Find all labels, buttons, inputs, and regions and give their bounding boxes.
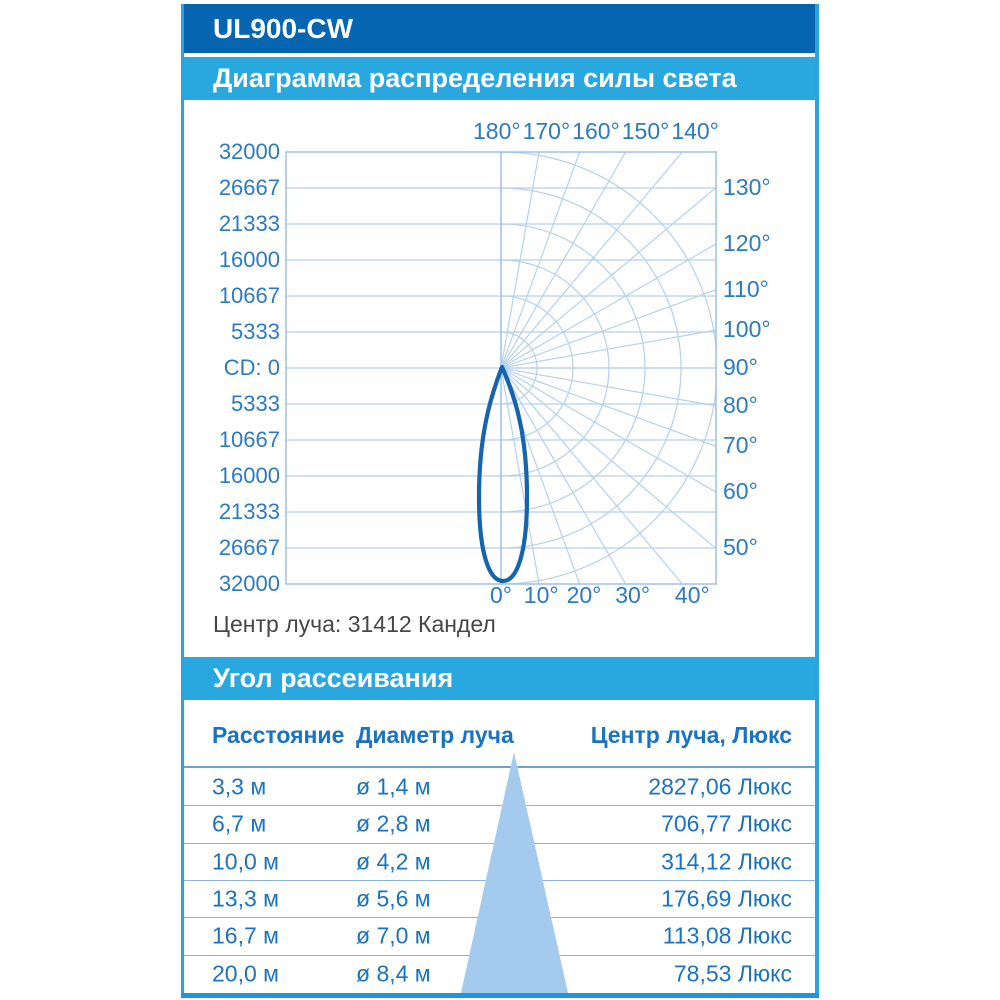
gridline-radial [501, 367, 627, 584]
left-axis-label: 21333 [218, 499, 280, 524]
lux-cell: 113,08 Люкс [662, 922, 792, 949]
chart-title-bar: Диаграмма распределения силы света [184, 57, 815, 100]
diameter-cell: ø 1,4 м [356, 773, 431, 800]
left-axis-label: 5333 [231, 391, 280, 416]
top-angle-labels: 180° 170° 160° 150° 140° [473, 118, 719, 144]
diameter-cell: ø 4,2 м [356, 848, 431, 875]
panel-border-bottom [181, 993, 819, 998]
lux-cell: 78,53 Люкс [673, 960, 792, 987]
bottom-angle-label: 10° [523, 582, 559, 608]
lux-cell: 706,77 Люкс [661, 810, 792, 837]
gridline-radial [501, 243, 716, 369]
top-angle-label: 180° [473, 118, 521, 144]
gridline-radial [501, 152, 581, 369]
distance-cell: 20,0 м [212, 960, 279, 987]
top-angle-label: 150° [621, 118, 670, 144]
beam-angle-section-bar: Угол рассеивания [184, 657, 815, 700]
lux-cell: 2827,06 Люкс [648, 773, 792, 800]
right-angle-label: 50° [723, 534, 758, 561]
gridline-radial [501, 367, 716, 549]
bottom-angle-label: 20° [566, 582, 602, 608]
right-angle-label: 120° [723, 229, 771, 256]
left-axis-label: 32000 [218, 571, 280, 596]
left-axis-label: 32000 [218, 139, 280, 164]
gridline-arc [501, 295, 574, 441]
right-angle-label: 100° [723, 316, 771, 343]
product-title: UL900-CW [213, 12, 354, 44]
cone-shape [461, 752, 568, 993]
beam-angle-section-title: Угол рассеивания [213, 663, 454, 693]
left-axis-label: 21333 [218, 211, 280, 236]
diameter-cell: ø 2,8 м [356, 810, 431, 837]
panel-border-left [181, 4, 184, 998]
bottom-angle-label: 0° [490, 582, 512, 608]
right-angle-label: 80° [723, 391, 758, 418]
bottom-angle-label: 40° [674, 582, 710, 608]
column-header-diameter: Диаметр луча [356, 722, 514, 748]
product-title-bar: UL900-CW [184, 4, 815, 53]
left-axis-label: 10667 [218, 427, 280, 452]
gridline-arc [501, 259, 610, 477]
bottom-angle-label: 30° [615, 582, 651, 608]
gridline-radial [501, 187, 716, 369]
diameter-cell: ø 8,4 м [356, 960, 431, 987]
diameter-cell: ø 7,0 м [356, 922, 431, 949]
beam-center-caption: Центр луча: 31412 Кандел [213, 611, 496, 637]
gridline-radial [501, 289, 716, 369]
gridline-radial [501, 367, 716, 493]
left-axis-label: 16000 [218, 247, 280, 272]
distance-cell: 16,7 м [212, 922, 279, 949]
column-header-distance: Расстояние [212, 722, 345, 748]
left-axis-label: 26667 [218, 535, 280, 560]
gridline-radial [501, 152, 683, 369]
polar-grid [501, 152, 716, 584]
left-axis-label: 10667 [218, 283, 280, 308]
gridline-arc [501, 152, 716, 584]
light-cone-triangle [461, 752, 568, 993]
beam-curve [476, 364, 530, 584]
right-angle-label: 110° [723, 275, 769, 302]
gridline-radial [501, 367, 716, 447]
gridline-arc [501, 187, 682, 549]
right-angle-label: 90° [723, 354, 758, 380]
beam-table: 3,3 м ø 1,4 м 2827,06 Люкс 6,7 м ø 2,8 м 706,… [184, 769, 815, 993]
left-axis-label: 26667 [218, 175, 280, 200]
distance-cell: 6,7 м [212, 810, 267, 837]
top-angle-label: 170° [522, 118, 571, 144]
right-angle-label: 130° [723, 173, 771, 200]
lux-cell: 314,12 Люкс [661, 848, 792, 875]
left-axis-label: 16000 [218, 463, 280, 488]
chart-title: Диаграмма распределения силы света [213, 63, 737, 93]
table-row: 20,0 м ø 8,4 м 78,53 Люкс [184, 956, 815, 993]
top-angle-label: 140° [671, 118, 719, 144]
light-distribution-chart [285, 151, 717, 585]
panel-border-right [815, 4, 819, 998]
gridline-radial [501, 367, 683, 584]
left-axis-label: 5333 [231, 319, 280, 344]
diameter-cell: ø 5,6 м [356, 885, 431, 912]
gridline-radial [501, 152, 627, 369]
table-row: 3,3 м ø 1,4 м 2827,06 Люкс [184, 769, 815, 807]
column-header-lux: Центр луча, Люкс [590, 722, 792, 748]
gridline-arc [501, 223, 646, 513]
top-angle-label: 160° [572, 118, 620, 144]
table-row: 10,0 м ø 4,2 м 314,12 Люкс [184, 844, 815, 881]
right-angle-label: 60° [723, 478, 758, 505]
left-axis-label: CD: 0 [223, 355, 280, 380]
distance-cell: 13,3 м [212, 885, 279, 912]
distance-cell: 10,0 м [212, 848, 279, 875]
lux-cell: 176,69 Люкс [661, 885, 792, 912]
right-angle-label: 70° [723, 432, 758, 459]
distance-cell: 3,3 м [212, 773, 267, 800]
table-header-underline [184, 766, 815, 768]
